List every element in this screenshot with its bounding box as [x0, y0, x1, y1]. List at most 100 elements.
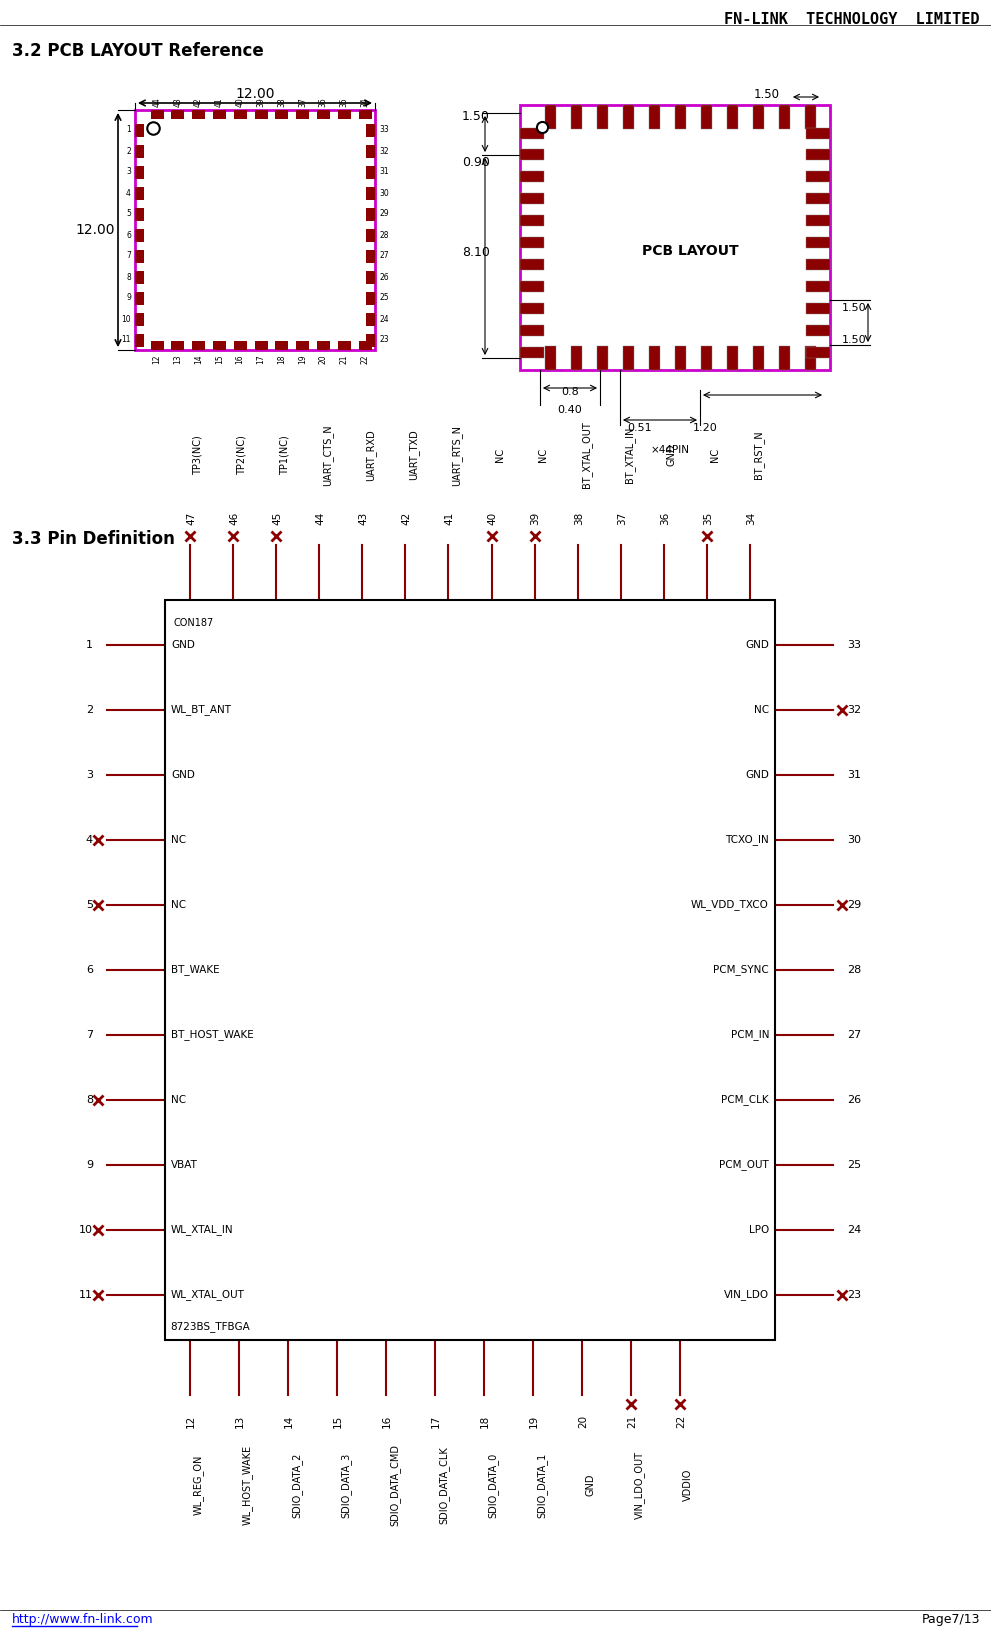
Bar: [805, 104, 816, 129]
Text: 36: 36: [319, 98, 328, 108]
Text: VDDIO: VDDIO: [683, 1469, 693, 1501]
Bar: [135, 124, 144, 137]
Text: 40: 40: [488, 512, 497, 526]
Text: 38: 38: [277, 98, 286, 108]
Bar: [234, 109, 247, 119]
Text: UART_RXD: UART_RXD: [366, 429, 377, 481]
Text: 37: 37: [616, 512, 626, 526]
Bar: [544, 346, 556, 370]
Text: 14: 14: [194, 354, 203, 364]
Text: 0.90: 0.90: [462, 157, 490, 170]
Bar: [366, 312, 375, 325]
Text: TP2(NC): TP2(NC): [236, 436, 246, 475]
Text: PCM_CLK: PCM_CLK: [721, 1095, 769, 1105]
Text: 28: 28: [847, 965, 861, 974]
Text: 6: 6: [126, 230, 131, 240]
Text: 18: 18: [277, 354, 286, 364]
Bar: [366, 228, 375, 242]
Text: 29: 29: [847, 899, 861, 911]
Text: PCM_OUT: PCM_OUT: [719, 1160, 769, 1170]
Bar: [296, 341, 309, 349]
Text: 21: 21: [340, 354, 349, 364]
Text: 14: 14: [284, 1415, 294, 1428]
Text: 30: 30: [379, 189, 388, 197]
Bar: [806, 281, 830, 292]
Bar: [366, 271, 375, 284]
Text: 15: 15: [215, 354, 224, 364]
Text: TP3(NC): TP3(NC): [193, 436, 203, 475]
Bar: [171, 109, 184, 119]
Text: UART_RTS_N: UART_RTS_N: [452, 424, 463, 485]
Text: 24: 24: [847, 1226, 861, 1235]
Bar: [648, 104, 659, 129]
Text: NC: NC: [710, 447, 719, 462]
Bar: [171, 341, 184, 349]
Text: 35: 35: [703, 512, 713, 526]
Text: 39: 39: [257, 98, 266, 108]
Text: 23: 23: [847, 1289, 861, 1301]
Text: VBAT: VBAT: [171, 1160, 198, 1170]
Bar: [726, 104, 737, 129]
Bar: [165, 601, 775, 1340]
Bar: [255, 109, 268, 119]
Bar: [192, 341, 205, 349]
Text: 28: 28: [379, 230, 388, 240]
Text: 17: 17: [431, 1415, 441, 1428]
Text: 1.50: 1.50: [842, 335, 866, 344]
Bar: [275, 341, 288, 349]
Text: 43: 43: [173, 98, 182, 108]
Text: 20: 20: [578, 1415, 588, 1428]
Text: 22: 22: [676, 1415, 686, 1428]
Bar: [234, 341, 247, 349]
Text: WL_XTAL_IN: WL_XTAL_IN: [171, 1224, 234, 1235]
Text: 33: 33: [847, 640, 861, 650]
Bar: [675, 104, 686, 129]
Bar: [135, 271, 144, 284]
Text: 9: 9: [86, 1160, 93, 1170]
Text: 1.50: 1.50: [462, 111, 490, 124]
Text: VIN_LDO_OUT: VIN_LDO_OUT: [634, 1451, 645, 1519]
Text: 6: 6: [86, 965, 93, 974]
Bar: [544, 104, 556, 129]
Bar: [752, 346, 763, 370]
Text: GND: GND: [667, 444, 677, 467]
Text: 11: 11: [79, 1289, 93, 1301]
Bar: [571, 104, 582, 129]
Text: 10: 10: [79, 1226, 93, 1235]
Bar: [648, 346, 659, 370]
Bar: [359, 341, 372, 349]
Bar: [806, 127, 830, 139]
Bar: [805, 346, 816, 370]
Text: 0.40: 0.40: [558, 405, 583, 415]
Text: 12.00: 12.00: [235, 86, 275, 101]
Bar: [135, 312, 144, 325]
Bar: [338, 341, 351, 349]
Text: 11: 11: [122, 336, 131, 344]
Bar: [571, 346, 582, 370]
Bar: [520, 237, 544, 248]
Bar: [779, 104, 790, 129]
Text: NC: NC: [495, 447, 504, 462]
Bar: [597, 104, 607, 129]
Bar: [135, 165, 144, 178]
Text: 34: 34: [361, 98, 370, 108]
Text: 29: 29: [379, 209, 388, 219]
Text: 32: 32: [379, 147, 388, 155]
Text: 7: 7: [126, 251, 131, 261]
Text: 46: 46: [229, 512, 239, 526]
Text: 15: 15: [333, 1415, 343, 1428]
Bar: [317, 109, 330, 119]
Bar: [366, 145, 375, 158]
Bar: [520, 104, 830, 370]
Text: WL_XTAL_OUT: WL_XTAL_OUT: [171, 1289, 245, 1301]
Bar: [255, 341, 268, 349]
Text: 5: 5: [126, 209, 131, 219]
Bar: [806, 302, 830, 313]
Text: WL_BT_ANT: WL_BT_ANT: [171, 705, 232, 715]
Text: 23: 23: [379, 336, 388, 344]
Text: GND: GND: [171, 770, 195, 780]
Text: BT_XTAL_OUT: BT_XTAL_OUT: [581, 421, 592, 488]
Text: GND: GND: [745, 770, 769, 780]
Bar: [622, 346, 633, 370]
Text: PCM_IN: PCM_IN: [730, 1030, 769, 1041]
